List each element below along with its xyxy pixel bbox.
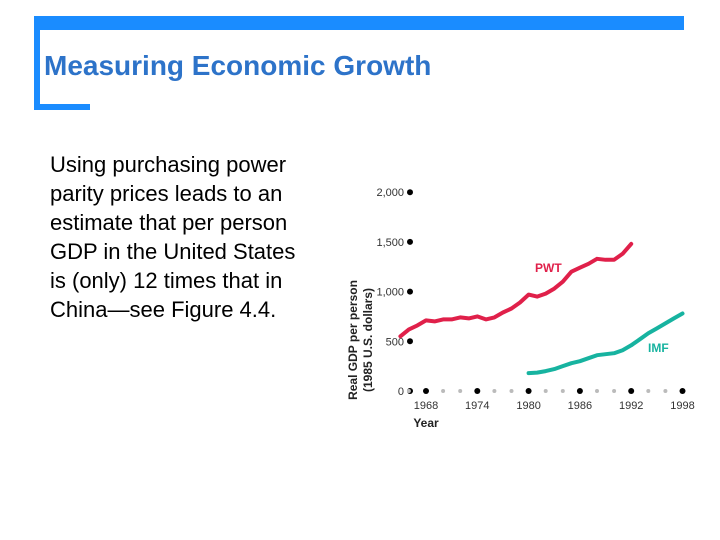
x-tick-dot xyxy=(628,388,635,394)
x-minor-dot xyxy=(595,389,599,393)
x-tick-label: 1992 xyxy=(619,400,643,412)
y-tick-dot xyxy=(407,238,413,245)
x-tick-label: 1968 xyxy=(414,400,438,412)
x-minor-dot xyxy=(543,389,548,393)
x-tick-label: 1980 xyxy=(516,400,540,412)
y-tick-label: 2,000 xyxy=(376,187,404,199)
x-minor-dot xyxy=(441,389,446,393)
series-label-pwt: PWT xyxy=(535,261,562,275)
x-tick-dot xyxy=(423,388,429,394)
slide-title: Measuring Economic Growth xyxy=(44,50,432,81)
x-minor-dot xyxy=(612,389,617,393)
x-tick-label: 1998 xyxy=(670,400,694,412)
y-axis-title-line1: Real GDP per person xyxy=(346,280,360,400)
x-minor-dot xyxy=(560,389,565,393)
y-tick-label: 0 xyxy=(398,386,404,398)
series-line-pwt xyxy=(398,241,634,339)
x-minor-dot xyxy=(406,389,411,393)
series-line-imf xyxy=(526,311,685,376)
accent-bar-bottom xyxy=(34,104,90,110)
x-minor-dot xyxy=(646,389,651,393)
slide-body-text: Using purchasing power parity prices lea… xyxy=(50,152,296,322)
x-axis: 1968 1974 1980 1986 1992 1998 xyxy=(406,388,695,412)
x-axis-title: Year xyxy=(413,416,439,430)
x-tick-dot xyxy=(474,388,481,394)
y-tick-label: 1,000 xyxy=(376,287,404,299)
y-axis: 0 500 1,000 1,500 2,000 xyxy=(376,187,413,398)
x-minor-dot xyxy=(663,389,668,393)
y-tick-dot xyxy=(407,288,413,295)
x-tick-dot xyxy=(525,388,532,394)
accent-bar-top xyxy=(34,16,684,30)
x-minor-dot xyxy=(492,389,497,393)
series-lines xyxy=(398,241,685,376)
x-tick-dot xyxy=(576,388,583,394)
x-minor-dot xyxy=(458,389,463,393)
x-tick-label: 1986 xyxy=(568,400,592,412)
accent-bar-left xyxy=(34,16,40,108)
y-tick-label: 1,500 xyxy=(376,237,404,249)
x-minor-dot xyxy=(509,389,514,393)
y-axis-title-line2: (1985 U.S. dollars) xyxy=(361,288,375,392)
y-tick-label: 500 xyxy=(386,336,404,348)
series-label-imf: IMF xyxy=(648,341,669,355)
x-tick-dot xyxy=(679,388,686,394)
y-tick-dot xyxy=(407,189,413,196)
y-tick-dot xyxy=(407,338,413,345)
x-tick-label: 1974 xyxy=(465,400,489,412)
